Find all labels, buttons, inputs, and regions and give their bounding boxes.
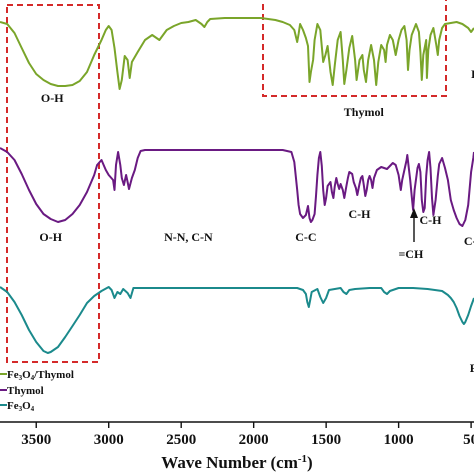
- x-tick-label: 1000: [384, 432, 414, 448]
- annotation-label: Fe-O: [471, 67, 474, 81]
- legend-label: Fe3O4/Thymol: [7, 369, 74, 382]
- annotation-label: O-H: [41, 91, 64, 105]
- series-line-thymol: [0, 147, 474, 227]
- x-tick-label: 3500: [21, 432, 51, 448]
- annotation-label: N-N, C-N: [164, 230, 213, 244]
- legend-label: Thymol: [7, 385, 44, 397]
- annotation-label: =CH: [398, 247, 424, 261]
- annotation-label: Thymol: [344, 105, 385, 119]
- series-line-fe3o4-thymol: [0, 17, 474, 90]
- annotation-layer: O-H Thymol Fe-O O-H N-N, C-N C-C C-H C-H C-C =CH F…: [39, 67, 474, 375]
- annotation-label: C-H: [349, 207, 372, 221]
- annotation-label: C-C: [464, 234, 474, 248]
- series-layer: [0, 17, 474, 354]
- series-line-fe3o4: [0, 286, 474, 354]
- x-tick-label: 2000: [239, 432, 269, 448]
- annotation-label: Fe-O: [470, 361, 474, 375]
- x-tick-label: 2500: [166, 432, 196, 448]
- ch-arrow: [410, 208, 418, 242]
- x-axis-title: Wave Number (cm-1): [161, 453, 312, 472]
- oh-region-box: [6, 4, 100, 363]
- legend-label: Fe3O4: [7, 400, 35, 413]
- x-tick-label: 50: [463, 432, 474, 448]
- x-tick-label: 3000: [94, 432, 124, 448]
- annotation-label: C-H: [420, 213, 443, 227]
- annotation-label: C-C: [295, 230, 316, 244]
- x-axis-ticks: 3500 3000 2500 2000 1500 1000 50: [21, 422, 474, 448]
- thymol-region-box: [262, 0, 447, 97]
- x-tick-label: 1500: [311, 432, 341, 448]
- legend: Fe3O4/Thymol Thymol Fe3O4: [0, 369, 74, 413]
- annotation-label: O-H: [39, 230, 62, 244]
